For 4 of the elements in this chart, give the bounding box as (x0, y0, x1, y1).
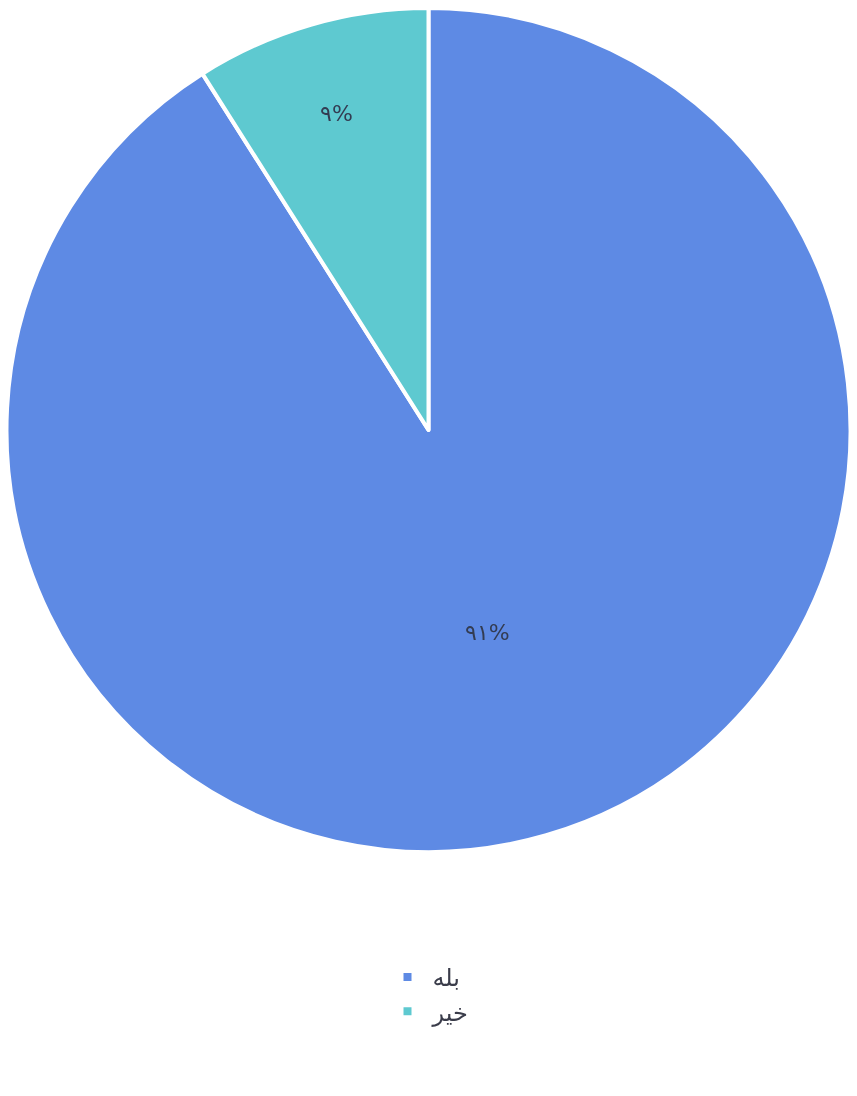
data-label: ۹% (320, 100, 353, 126)
legend-label: خیر (431, 998, 468, 1027)
legend-label: بله (432, 964, 460, 993)
data-label: ۹۱% (465, 620, 510, 646)
